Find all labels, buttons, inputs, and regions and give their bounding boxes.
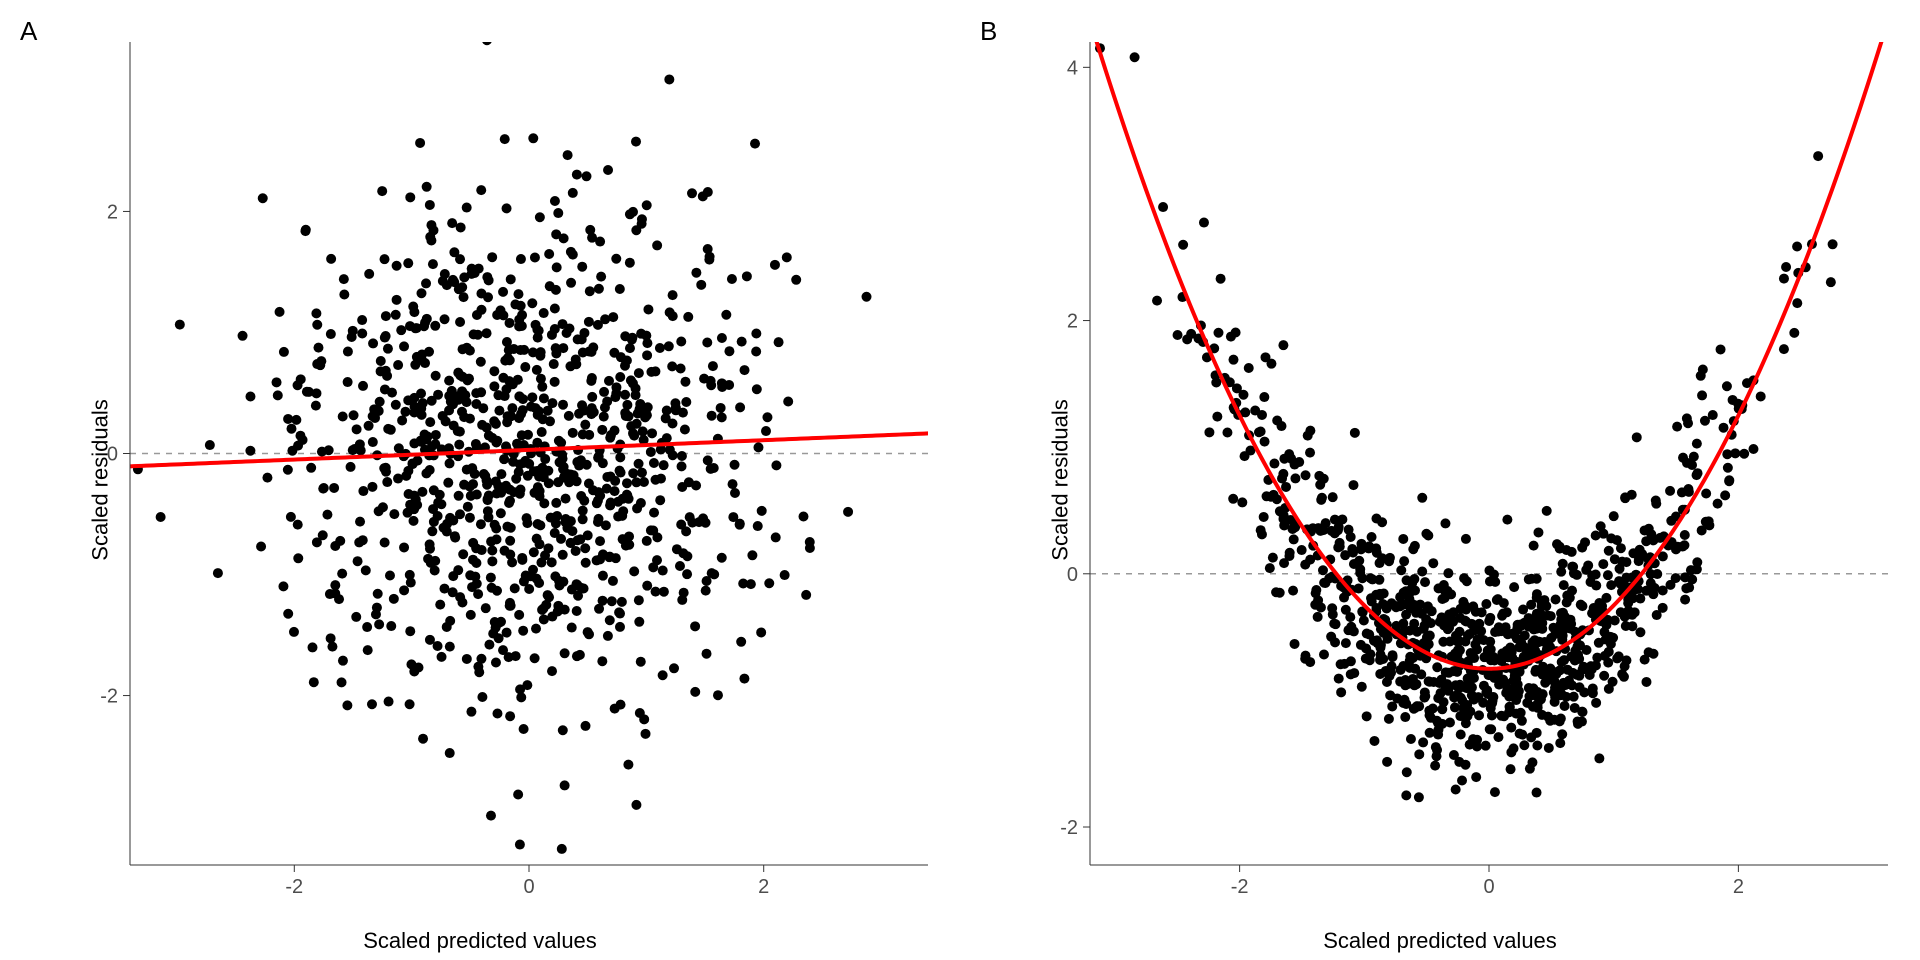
panel-b-letter: B: [980, 16, 997, 47]
svg-text:2: 2: [758, 876, 769, 898]
svg-text:2: 2: [1733, 876, 1744, 898]
svg-text:-2: -2: [100, 686, 118, 708]
panel-b-plot: -2 0 2 -2 0 2 4: [1020, 30, 1900, 920]
figure-container: A Scaled residuals -202-202 Scaled predi…: [0, 0, 1920, 960]
panel-a-svg: -2 0 2 -2 0 2: [60, 30, 940, 920]
svg-text:0: 0: [523, 876, 534, 898]
panel-b: B Scaled residuals -202-2024 Scaled pred…: [960, 0, 1920, 960]
panel-a-plot: -2 0 2 -2 0 2: [60, 30, 940, 920]
svg-text:-2: -2: [1060, 817, 1078, 839]
svg-text:0: 0: [107, 444, 118, 466]
svg-text:4: 4: [1067, 57, 1078, 79]
svg-text:-2: -2: [1231, 876, 1249, 898]
panel-a-letter: A: [20, 16, 37, 47]
panel-a: A Scaled residuals -202-202 Scaled predi…: [0, 0, 960, 960]
svg-text:0: 0: [1067, 564, 1078, 586]
panel-a-xlabel: Scaled predicted values: [0, 928, 960, 954]
svg-text:2: 2: [107, 201, 118, 223]
svg-text:-2: -2: [285, 876, 303, 898]
svg-text:2: 2: [1067, 311, 1078, 333]
svg-text:0: 0: [1483, 876, 1494, 898]
panel-b-xlabel: Scaled predicted values: [960, 928, 1920, 954]
panel-b-svg: -2 0 2 -2 0 2 4: [1020, 30, 1900, 920]
